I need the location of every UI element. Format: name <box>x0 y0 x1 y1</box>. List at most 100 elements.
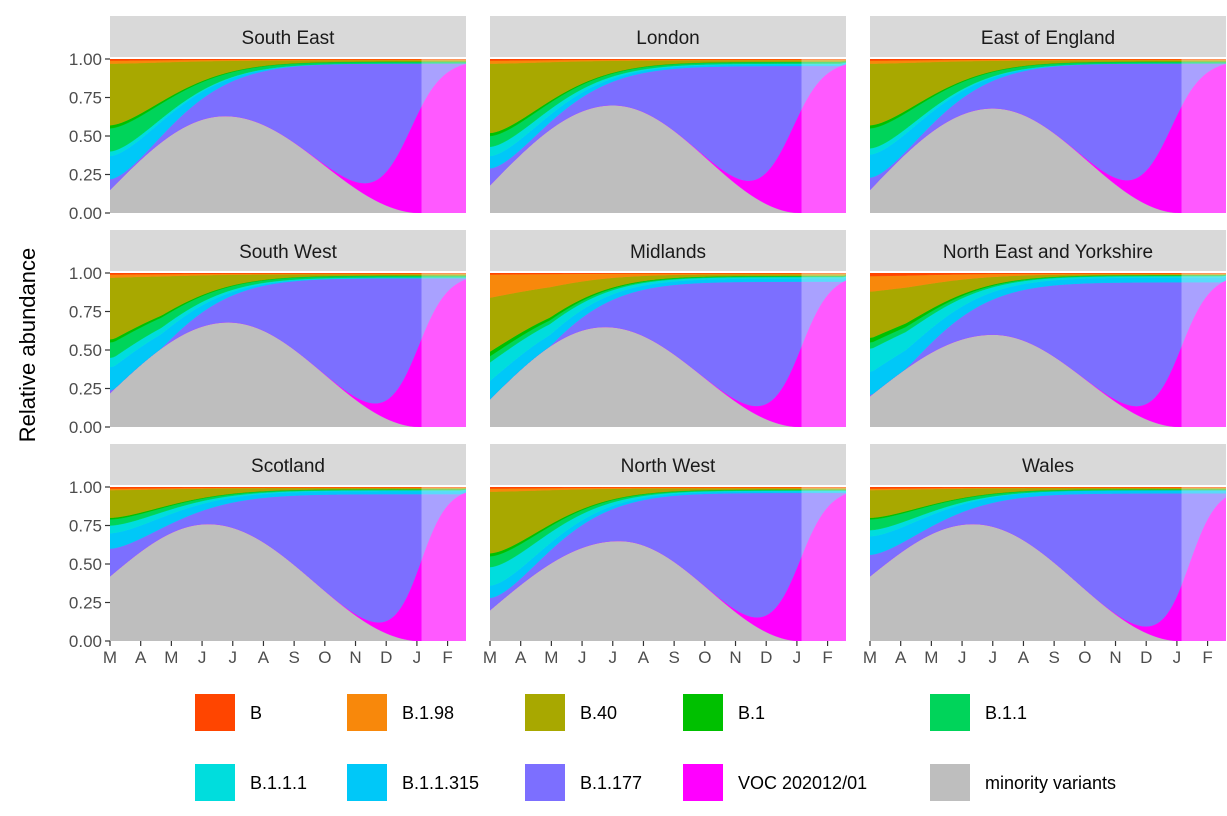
y-tick-label: 0.50 <box>69 555 102 574</box>
facet-strip <box>490 444 846 485</box>
forecast-shade <box>801 487 846 641</box>
legend: B B.1.98 B.40 B.1 B.1.1 B.1.1.1 B.1.1.315 B.1.1… <box>195 694 1116 801</box>
x-tick-label: A <box>1018 648 1030 667</box>
facet-panel: London <box>490 16 846 213</box>
legend-item: B.1.177 <box>525 764 642 801</box>
x-tick-label: J <box>793 648 802 667</box>
legend-item: B.40 <box>525 694 617 731</box>
x-tick-label: O <box>1078 648 1091 667</box>
x-tick-label: D <box>380 648 392 667</box>
y-tick-label: 0.50 <box>69 127 102 146</box>
legend-item: VOC 202012/01 <box>683 764 867 801</box>
legend-label: VOC 202012/01 <box>738 773 867 793</box>
legend-label: B.1.1.1 <box>250 773 307 793</box>
legend-swatch <box>930 694 970 731</box>
area-b <box>490 59 846 61</box>
x-tick-label: N <box>349 648 361 667</box>
x-tick-label: S <box>1048 648 1059 667</box>
legend-label: B <box>250 703 262 723</box>
x-tick-label: J <box>578 648 587 667</box>
area-b <box>490 273 846 275</box>
area-stack <box>490 59 846 213</box>
panels-layer: South East London East of England South Wes… <box>110 16 1226 641</box>
forecast-shade <box>1181 59 1226 213</box>
legend-swatch <box>525 764 565 801</box>
forecast-shade <box>1181 487 1226 641</box>
x-tick-label: A <box>638 648 650 667</box>
facet-panel: South West <box>110 230 466 427</box>
y-tick-label: 0.50 <box>69 341 102 360</box>
facet-title: North West <box>621 456 716 477</box>
facet-panel: North West <box>490 444 846 641</box>
x-tick-label: F <box>822 648 832 667</box>
x-tick-label: J <box>609 648 618 667</box>
legend-label: B.1.98 <box>402 703 454 723</box>
facet-title: Wales <box>1022 456 1074 477</box>
legend-item: B.1 <box>683 694 765 731</box>
forecast-shade <box>801 59 846 213</box>
facet-title: East of England <box>981 28 1115 49</box>
y-tick-label: 0.00 <box>69 632 102 651</box>
area-b <box>870 487 1226 489</box>
legend-swatch <box>683 764 723 801</box>
x-tick-label: S <box>668 648 679 667</box>
y-tick-label: 1.00 <box>69 50 102 69</box>
facet-strip <box>110 444 466 485</box>
legend-item: B.1.1.315 <box>347 764 479 801</box>
axes-layer: 0.00 0.25 0.50 0.75 1.00 0.00 0.25 0.50 0.75 1.00… <box>69 50 1213 667</box>
y-tick-label: 0.25 <box>69 380 102 399</box>
facet-panel: Scotland <box>110 444 466 641</box>
facet-strip <box>110 16 466 57</box>
facet-panel: Wales <box>870 444 1226 641</box>
area-stack <box>870 487 1226 641</box>
legend-label: B.1.1 <box>985 703 1027 723</box>
area-stack <box>110 59 466 213</box>
forecast-shade <box>1181 273 1226 427</box>
legend-item: B.1.98 <box>347 694 454 731</box>
legend-swatch <box>195 694 235 731</box>
area-stack <box>490 487 846 641</box>
legend-swatch <box>525 694 565 731</box>
x-tick-label: A <box>135 648 147 667</box>
x-tick-label: D <box>1140 648 1152 667</box>
forecast-shade <box>421 273 466 427</box>
x-tick-label: J <box>989 648 998 667</box>
legend-swatch <box>347 764 387 801</box>
x-tick-label: M <box>544 648 558 667</box>
y-tick-label: 0.75 <box>69 303 102 322</box>
legend-label: B.1.1.315 <box>402 773 479 793</box>
x-tick-label: F <box>1202 648 1212 667</box>
y-tick-label: 0.25 <box>69 594 102 613</box>
facet-panel: South East <box>110 16 466 213</box>
x-tick-label: J <box>958 648 967 667</box>
facet-title: South West <box>239 242 338 263</box>
legend-label: B.1.177 <box>580 773 642 793</box>
x-tick-label: J <box>198 648 207 667</box>
legend-label: B.1 <box>738 703 765 723</box>
area-stack <box>110 273 466 427</box>
legend-label: B.40 <box>580 703 617 723</box>
x-tick-label: J <box>1173 648 1182 667</box>
x-tick-label: A <box>515 648 527 667</box>
x-tick-label: M <box>924 648 938 667</box>
area-b <box>870 273 1226 277</box>
y-axis-title: Relative abundance <box>15 248 40 442</box>
facet-strip <box>870 444 1226 485</box>
forecast-shade <box>421 487 466 641</box>
facet-title: North East and Yorkshire <box>943 242 1153 263</box>
legend-item: B.1.1.1 <box>195 764 307 801</box>
area-stack <box>870 59 1226 213</box>
facet-strip <box>110 230 466 271</box>
area-b <box>490 487 846 489</box>
facet-title: Midlands <box>630 242 706 263</box>
legend-swatch <box>930 764 970 801</box>
x-tick-label: M <box>103 648 117 667</box>
legend-item: minority variants <box>930 764 1116 801</box>
x-tick-label: D <box>760 648 772 667</box>
x-tick-label: F <box>442 648 452 667</box>
legend-swatch <box>347 694 387 731</box>
area-b <box>110 273 466 275</box>
x-tick-label: M <box>164 648 178 667</box>
x-tick-label: A <box>895 648 907 667</box>
